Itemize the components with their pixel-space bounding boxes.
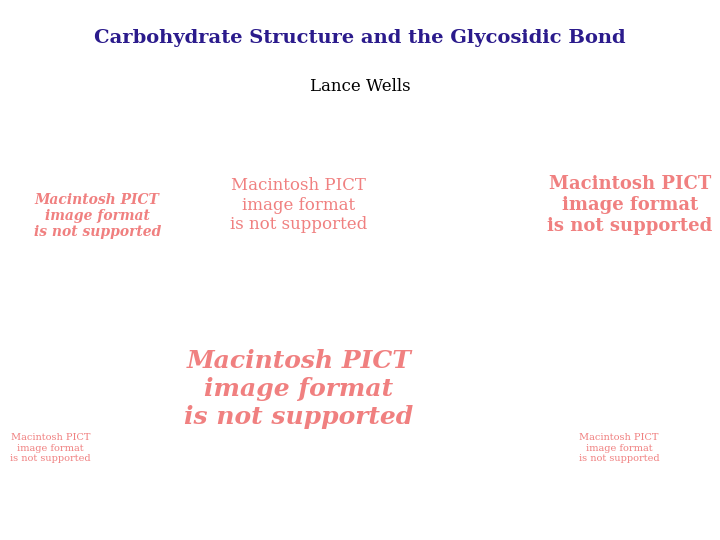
Text: Macintosh PICT
image format
is not supported: Macintosh PICT image format is not suppo…	[10, 433, 91, 463]
Text: Lance Wells: Lance Wells	[310, 78, 410, 95]
Text: Macintosh PICT
image format
is not supported: Macintosh PICT image format is not suppo…	[579, 433, 660, 463]
Text: Macintosh PICT
image format
is not supported: Macintosh PICT image format is not suppo…	[230, 177, 367, 233]
Text: Macintosh PICT
image format
is not supported: Macintosh PICT image format is not suppo…	[34, 193, 161, 239]
Text: Macintosh PICT
image format
is not supported: Macintosh PICT image format is not suppo…	[184, 349, 413, 429]
Text: Macintosh PICT
image format
is not supported: Macintosh PICT image format is not suppo…	[547, 176, 713, 235]
Text: Carbohydrate Structure and the Glycosidic Bond: Carbohydrate Structure and the Glycosidi…	[94, 29, 626, 47]
